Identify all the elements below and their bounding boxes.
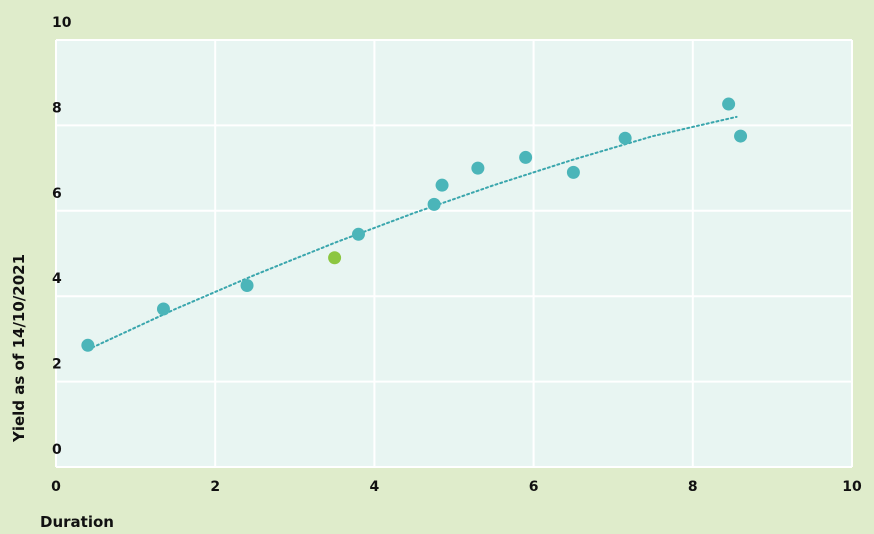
y-tick-label: 8 bbox=[52, 100, 62, 116]
x-tick-label: 0 bbox=[51, 479, 61, 495]
y-axis-title: Yield as of 14/10/2021 bbox=[10, 254, 28, 443]
y-tick-label: 6 bbox=[52, 186, 62, 202]
data-point bbox=[328, 251, 342, 265]
x-tick-label: 6 bbox=[529, 479, 539, 495]
data-point bbox=[722, 97, 736, 111]
x-tick-label: 10 bbox=[842, 479, 862, 495]
data-point bbox=[519, 150, 533, 164]
data-point bbox=[351, 227, 365, 241]
x-tick-label: 8 bbox=[688, 479, 698, 495]
data-point bbox=[156, 302, 170, 316]
y-tick-label: 2 bbox=[52, 357, 62, 373]
x-tick-label: 2 bbox=[210, 479, 220, 495]
data-point bbox=[427, 197, 441, 211]
data-point bbox=[618, 131, 632, 145]
y-tick-label: 10 bbox=[52, 15, 72, 31]
plot-area bbox=[56, 40, 852, 467]
data-point bbox=[734, 129, 748, 143]
y-tick-label: 0 bbox=[52, 442, 62, 458]
y-tick-label: 4 bbox=[52, 271, 62, 287]
data-point bbox=[566, 165, 580, 179]
data-point bbox=[471, 161, 485, 175]
x-tick-label: 4 bbox=[370, 479, 380, 495]
data-point bbox=[240, 279, 254, 293]
x-axis-title: Duration bbox=[40, 513, 114, 531]
data-point bbox=[81, 338, 95, 352]
data-point bbox=[435, 178, 449, 192]
